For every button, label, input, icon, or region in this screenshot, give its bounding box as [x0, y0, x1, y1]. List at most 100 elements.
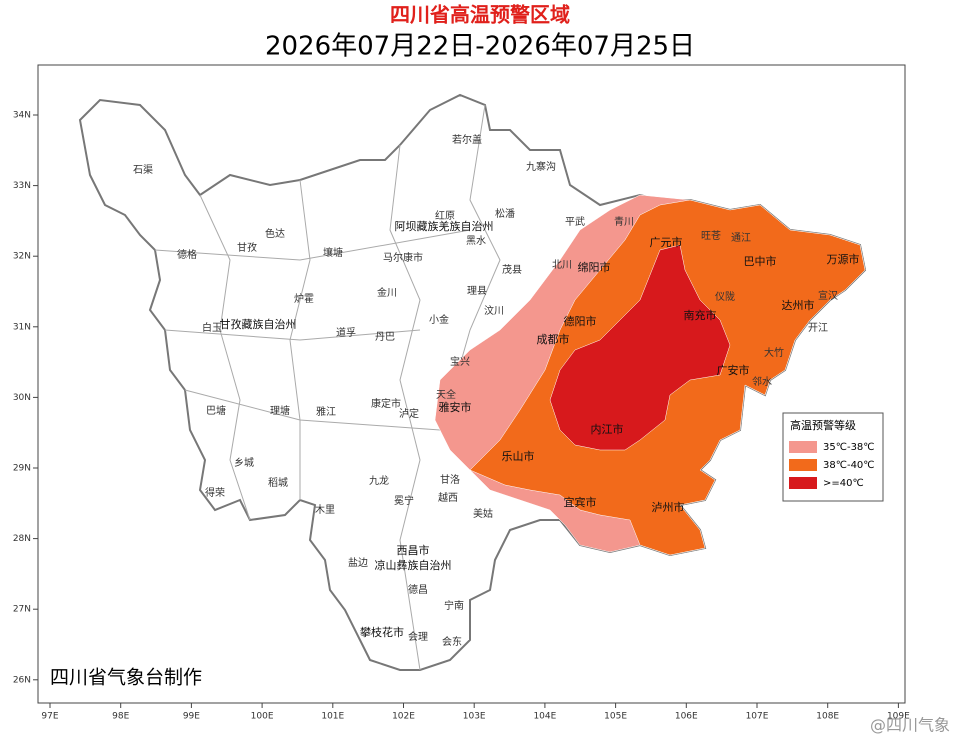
county-borders: [154, 104, 501, 671]
lon-tick-label: 103E: [463, 712, 486, 722]
lat-tick-label: 30N: [13, 393, 31, 403]
place-label: 乡城: [234, 457, 254, 469]
place-label: 木里: [315, 504, 335, 516]
lat-tick-label: 27N: [13, 605, 31, 615]
watermark: @四川气象: [870, 716, 950, 735]
place-label: 得荣: [205, 487, 225, 499]
place-label: 德格: [177, 248, 197, 261]
place-label: 大竹: [764, 346, 784, 359]
place-label: 松潘: [495, 207, 515, 220]
place-label: 宁南: [444, 599, 464, 612]
place-label: 邻水: [752, 375, 772, 388]
legend-label: 35℃-38℃: [823, 442, 875, 453]
place-label: 开江: [808, 322, 828, 334]
lon-tick-label: 108E: [816, 712, 839, 722]
lon-tick-label: 107E: [746, 712, 769, 722]
place-label: 雅安市: [439, 400, 472, 414]
lon-tick-label: 104E: [533, 712, 556, 722]
place-label: 壤塘: [323, 246, 343, 259]
place-label: 炉霍: [294, 293, 314, 305]
place-label: 凉山彝族自治州: [375, 558, 452, 572]
place-label: 攀枝花市: [360, 625, 404, 639]
place-label: 天全: [436, 388, 456, 401]
lon-tick-label: 105E: [604, 712, 627, 722]
lon-tick-label: 101E: [321, 712, 344, 722]
place-label: 达州市: [782, 298, 815, 312]
lat-tick-label: 26N: [13, 675, 31, 685]
place-label: 马尔康市: [383, 251, 423, 264]
place-label: 德昌: [408, 583, 428, 596]
place-label: 理县: [467, 285, 487, 297]
place-label: 越西: [438, 491, 458, 504]
place-label: 红原: [435, 209, 455, 222]
warning-zone-40: [549, 244, 731, 451]
legend-swatch: [789, 477, 817, 489]
place-label: 乐山市: [502, 449, 535, 463]
place-label: 小金: [429, 313, 449, 326]
lat-tick-label: 33N: [13, 181, 31, 191]
place-label: 通江: [731, 232, 751, 244]
place-label: 白玉: [202, 321, 222, 334]
lon-tick-label: 109E: [887, 712, 910, 722]
place-label: 宜宾市: [564, 495, 597, 509]
place-label: 若尔盖: [452, 133, 482, 146]
place-label: 绵阳市: [578, 260, 611, 274]
place-label: 理塘: [270, 404, 290, 417]
place-label: 仪陇: [715, 290, 735, 303]
place-label: 内江市: [591, 422, 624, 436]
place-label: 稻城: [268, 477, 288, 489]
axis-ticks: 34N 33N 32N 31N 30N 29N 28N 27N 26N 97E 98E 99E 100E…: [13, 111, 910, 722]
place-label: 金川: [377, 286, 397, 299]
place-label: 巴中市: [744, 254, 777, 268]
place-label: 广安市: [717, 363, 750, 377]
lat-tick-label: 32N: [13, 252, 31, 262]
place-label: 万源市: [827, 252, 860, 266]
period: 2026年07月22日-2026年07月25日: [265, 32, 695, 62]
place-label: 会东: [442, 635, 462, 648]
place-label: 阿坝藏族羌族自治州: [395, 219, 494, 233]
place-label: 黑水: [466, 235, 486, 247]
lat-tick-label: 28N: [13, 534, 31, 544]
place-label: 石渠: [133, 164, 153, 176]
lon-tick-label: 97E: [41, 712, 58, 722]
place-label: 甘洛: [440, 473, 460, 486]
place-label: 旺苍: [701, 229, 721, 242]
place-label: 康定市: [371, 397, 401, 410]
place-label: 泸州市: [652, 500, 685, 514]
place-label: 美姑: [473, 507, 493, 520]
legend-label: 38℃-40℃: [823, 460, 875, 471]
place-label: 雅江: [316, 405, 336, 418]
place-label: 九寨沟: [526, 160, 556, 173]
place-label: 冕宁: [394, 494, 414, 507]
lon-tick-label: 100E: [251, 712, 274, 722]
legend-swatch: [789, 441, 817, 453]
place-label: 北川: [552, 259, 572, 271]
lon-tick-label: 106E: [675, 712, 698, 722]
lat-tick-label: 31N: [13, 322, 31, 332]
place-label: 西昌市: [397, 543, 430, 557]
place-label: 盐边: [348, 556, 368, 569]
lon-tick-label: 102E: [392, 712, 415, 722]
place-label: 巴塘: [206, 404, 226, 417]
place-label: 宝兴: [450, 355, 470, 368]
place-label: 泸定: [399, 407, 419, 420]
legend-swatch: [789, 459, 817, 471]
place-label: 南充市: [684, 308, 717, 322]
place-label: 茂县: [502, 263, 522, 276]
lat-tick-label: 29N: [13, 464, 31, 474]
place-label: 会理: [408, 630, 428, 643]
place-label: 平武: [565, 215, 585, 228]
place-label: 甘孜藏族自治州: [220, 317, 297, 331]
place-label: 色达: [265, 227, 285, 240]
lon-tick-label: 98E: [112, 712, 129, 722]
credit: 四川省气象台制作: [50, 667, 202, 689]
lat-tick-label: 34N: [13, 111, 31, 121]
legend-title: 高温预警等级: [790, 418, 856, 432]
place-label: 宣汉: [818, 289, 838, 302]
place-label: 德阳市: [564, 314, 597, 328]
place-label: 甘孜: [237, 241, 257, 254]
place-label: 青川: [614, 215, 634, 228]
